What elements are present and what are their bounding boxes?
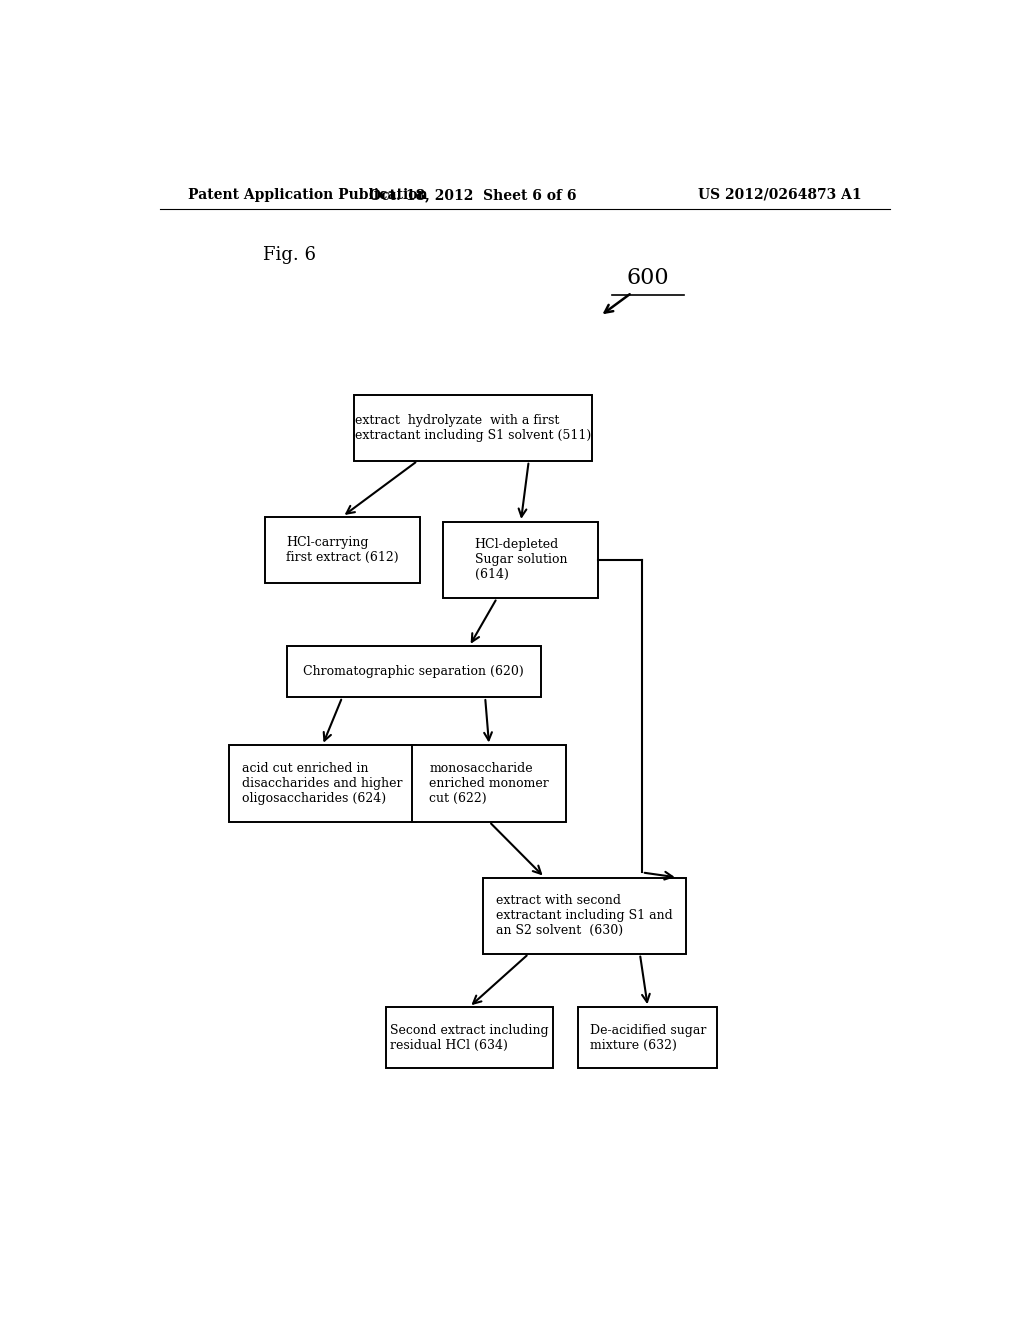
Text: HCl-carrying
first extract (612): HCl-carrying first extract (612) bbox=[286, 536, 398, 564]
FancyBboxPatch shape bbox=[412, 746, 566, 821]
Text: extract  hydrolyzate  with a first
extractant including S1 solvent (511): extract hydrolyzate with a first extract… bbox=[355, 413, 591, 442]
Text: De-acidified sugar
mixture (632): De-acidified sugar mixture (632) bbox=[590, 1023, 706, 1052]
Text: Second extract including
residual HCl (634): Second extract including residual HCl (6… bbox=[390, 1023, 549, 1052]
Text: Patent Application Publication: Patent Application Publication bbox=[187, 187, 427, 202]
Text: Chromatographic separation (620): Chromatographic separation (620) bbox=[303, 665, 524, 678]
FancyBboxPatch shape bbox=[287, 647, 541, 697]
FancyBboxPatch shape bbox=[354, 395, 592, 461]
Text: US 2012/0264873 A1: US 2012/0264873 A1 bbox=[698, 187, 862, 202]
FancyBboxPatch shape bbox=[386, 1007, 553, 1068]
Text: HCl-depleted
Sugar solution
(614): HCl-depleted Sugar solution (614) bbox=[474, 539, 567, 581]
FancyBboxPatch shape bbox=[229, 746, 416, 821]
FancyBboxPatch shape bbox=[265, 516, 420, 582]
Text: Oct. 18, 2012  Sheet 6 of 6: Oct. 18, 2012 Sheet 6 of 6 bbox=[370, 187, 577, 202]
FancyBboxPatch shape bbox=[579, 1007, 717, 1068]
FancyBboxPatch shape bbox=[483, 878, 685, 954]
Text: 600: 600 bbox=[627, 268, 669, 289]
Text: Fig. 6: Fig. 6 bbox=[263, 246, 316, 264]
Text: extract with second
extractant including S1 and
an S2 solvent  (630): extract with second extractant including… bbox=[496, 894, 673, 937]
Text: monosaccharide
enriched monomer
cut (622): monosaccharide enriched monomer cut (622… bbox=[429, 762, 549, 805]
FancyBboxPatch shape bbox=[443, 521, 598, 598]
Text: acid cut enriched in
disaccharides and higher
oligosaccharides (624): acid cut enriched in disaccharides and h… bbox=[243, 762, 402, 805]
